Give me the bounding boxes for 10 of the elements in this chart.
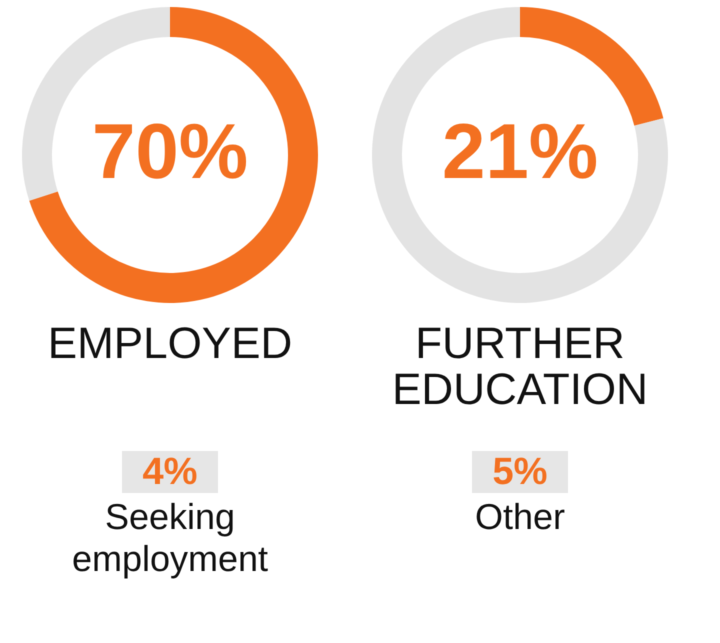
text: 5%	[492, 451, 548, 493]
text: Seeking employment	[72, 496, 268, 579]
text: Other	[474, 496, 566, 537]
donut-slice	[372, 7, 668, 303]
text: EMPLOYED	[48, 319, 292, 368]
data-label: 21%	[442, 107, 598, 195]
text: FURTHER EDUCATION	[392, 319, 648, 414]
data-label: 70%	[92, 107, 248, 195]
text: 4%	[142, 451, 198, 493]
donut-slice	[29, 7, 318, 303]
